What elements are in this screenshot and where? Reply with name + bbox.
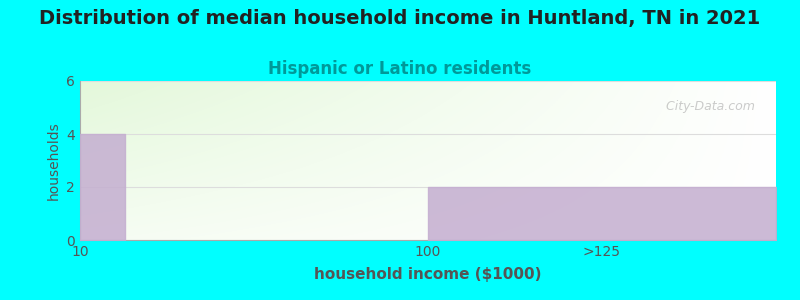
X-axis label: household income ($1000): household income ($1000) [314,267,542,282]
Text: City-Data.com: City-Data.com [658,100,754,113]
Y-axis label: households: households [46,121,61,200]
Text: Distribution of median household income in Huntland, TN in 2021: Distribution of median household income … [39,9,761,28]
Text: Hispanic or Latino residents: Hispanic or Latino residents [268,60,532,78]
